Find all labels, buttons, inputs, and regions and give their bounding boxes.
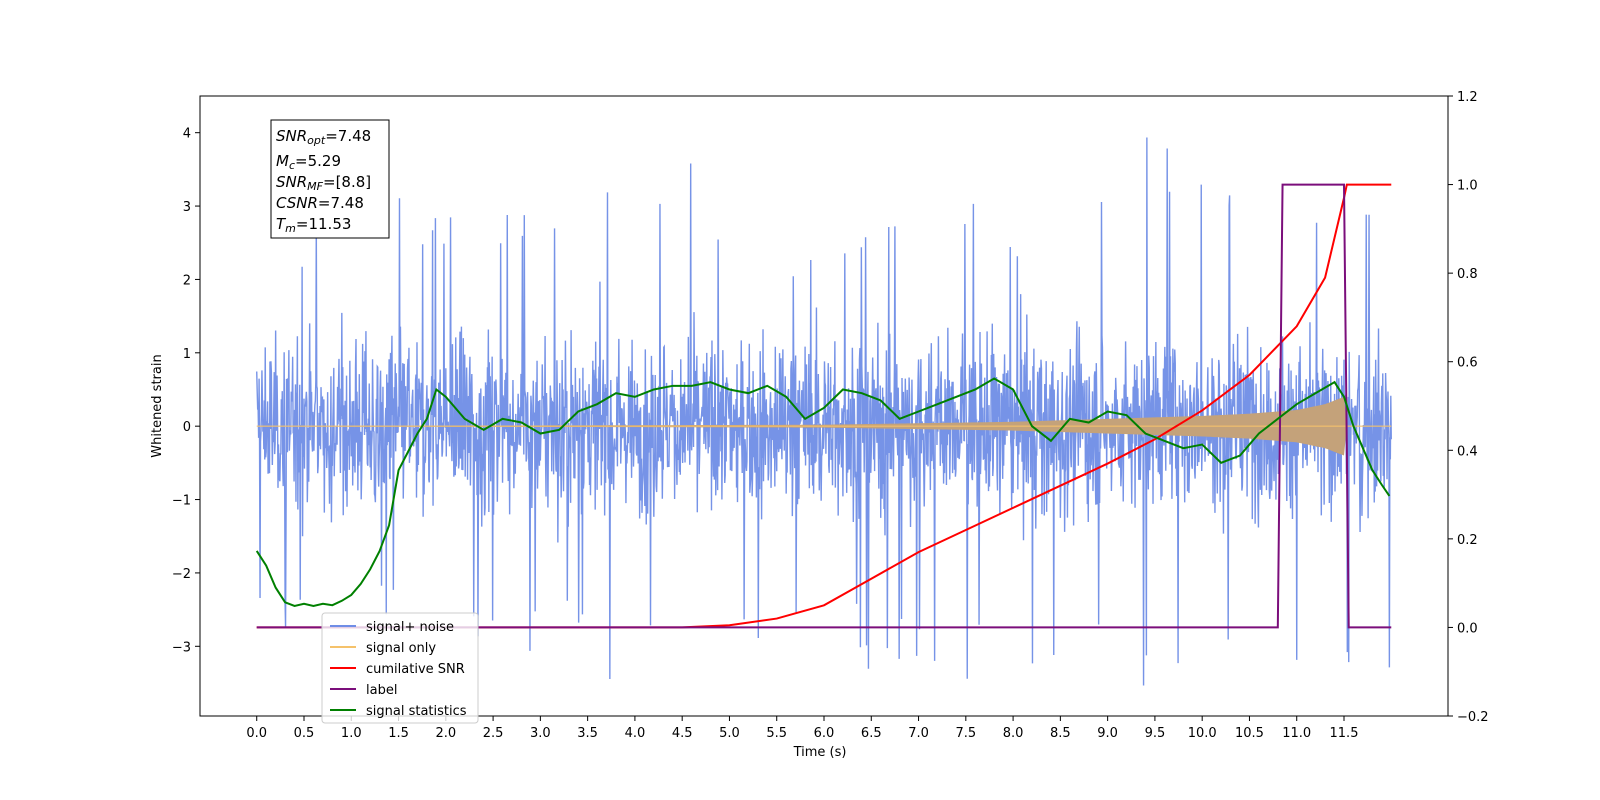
x-tick-label: 7.0 (908, 726, 929, 741)
x-tick-label: 0.5 (294, 726, 315, 741)
x-tick-label: 10.0 (1188, 726, 1217, 741)
legend-label: cumilative SNR (366, 662, 465, 677)
x-tick-label: 11.0 (1282, 726, 1311, 741)
annotation-mc: Mc=5.29 (276, 152, 341, 172)
y-tick-label: 4 (183, 127, 191, 142)
y2-tick-label: 0.6 (1457, 356, 1478, 371)
annotation-tm: Tm=11.53 (276, 215, 351, 235)
series-cumulative-snr (256, 183, 1392, 629)
legend-label: signal statistics (366, 704, 467, 719)
x-tick-label: 11.5 (1330, 726, 1359, 741)
x-tick-label: 3.5 (577, 726, 598, 741)
legend-frame (321, 612, 479, 724)
x-tick-label: 4.0 (625, 726, 646, 741)
series-signal-statistics (255, 377, 1391, 607)
x-tick-label: 2.5 (483, 726, 504, 741)
y2-tick-label: 0.4 (1457, 444, 1478, 459)
annotation-csnr: CSNR=7.48 (276, 194, 364, 212)
y-tick-label: −1 (172, 494, 191, 509)
x-tick-label: 5.5 (766, 726, 787, 741)
x-tick-label: 5.0 (719, 726, 740, 741)
x-tick-label: 10.5 (1235, 726, 1264, 741)
x-tick-label: 1.0 (341, 726, 362, 741)
annotation-snr-mf: SNRMF=[8.8] (276, 173, 371, 193)
x-tick-label: 7.5 (955, 726, 976, 741)
y-tick-label: −2 (172, 567, 191, 582)
y-tick-label: 0 (183, 420, 191, 435)
y2-tick-label: 0.8 (1457, 267, 1478, 282)
x-tick-label: 3.0 (530, 726, 551, 741)
legend-label: signal only (366, 641, 436, 656)
y2-tick-label: 1.2 (1457, 90, 1478, 105)
y2-tick-label: 0.0 (1457, 621, 1478, 636)
x-tick-label: 4.5 (672, 726, 693, 741)
x-tick-label: 6.0 (814, 726, 835, 741)
y-tick-label: 2 (183, 273, 191, 288)
legend: signal+ noise signal only cumilative SNR la… (321, 612, 479, 724)
x-tick-label: 9.5 (1145, 726, 1166, 741)
x-tick-label: 8.0 (1003, 726, 1024, 741)
series-signal-noise (256, 137, 1392, 686)
x-axis-label: Time (s) (793, 745, 847, 760)
y-tick-label: 3 (183, 200, 191, 215)
plot-area (255, 137, 1392, 686)
x-tick-label: 9.0 (1097, 726, 1118, 741)
series-label (256, 183, 1392, 629)
y2-tick-label: 0.2 (1457, 533, 1478, 548)
x-tick-label: 0.0 (246, 726, 267, 741)
y2-tick-label: −0.2 (1457, 710, 1489, 725)
y2-tick-label: 1.0 (1457, 179, 1478, 194)
annotation-box: SNRopt=7.48 Mc=5.29 SNRMF=[8.8] CSNR=7.4… (270, 119, 390, 239)
y-tick-label: −3 (172, 640, 191, 655)
axis-ticks: 0.0 0.5 1.0 1.5 2.0 2.5 3.0 3.5 4.0 4.5 5.0 5.5 6.0 6… (172, 90, 1489, 741)
x-tick-label: 1.5 (388, 726, 409, 741)
x-tick-label: 6.5 (861, 726, 882, 741)
annotation-snr-opt: SNRopt=7.48 (276, 127, 371, 147)
legend-label: label (366, 683, 397, 698)
y-tick-label: 1 (183, 347, 191, 362)
x-tick-label: 2.0 (435, 726, 456, 741)
x-tick-label: 8.5 (1050, 726, 1071, 741)
legend-label: signal+ noise (366, 620, 454, 635)
y-axis-label: Whitened strain (150, 354, 165, 457)
annotation-frame (270, 119, 390, 239)
